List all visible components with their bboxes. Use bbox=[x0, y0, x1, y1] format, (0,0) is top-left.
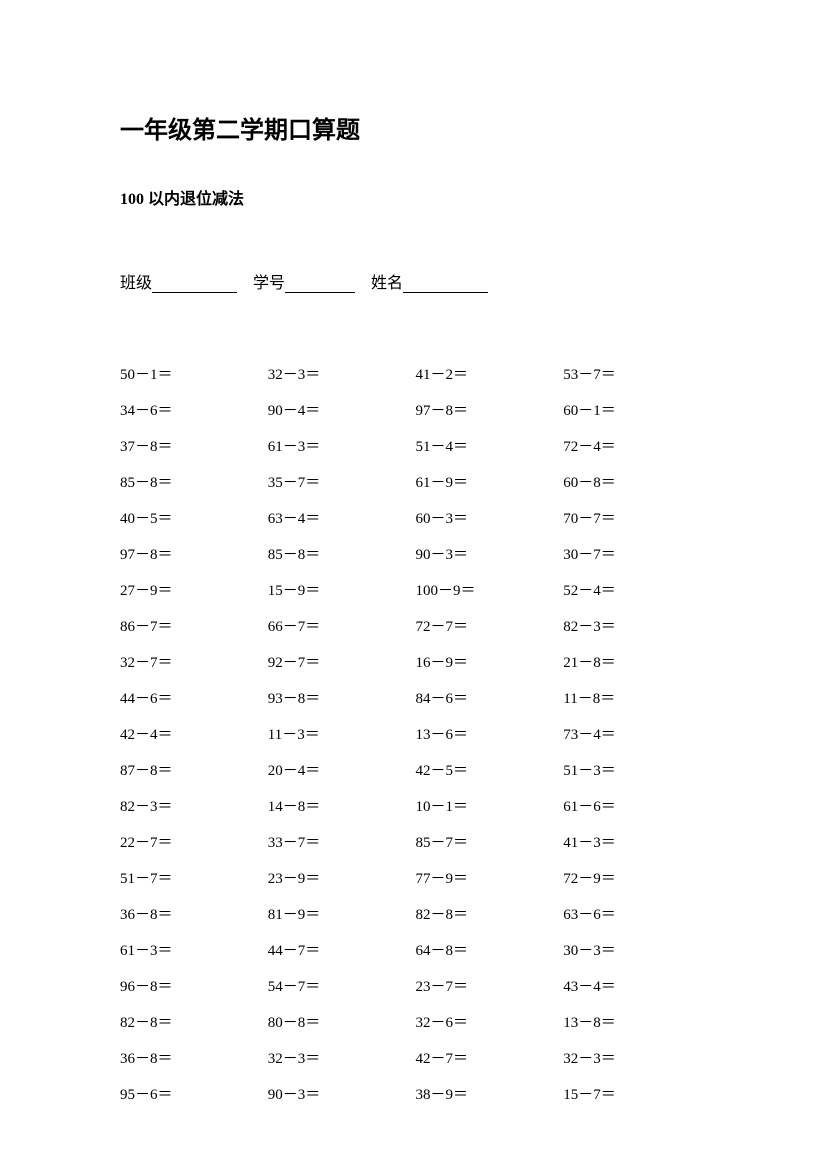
problem-item: 38－9＝ bbox=[416, 1083, 564, 1104]
problem-item: 30－3＝ bbox=[563, 939, 711, 960]
problem-item: 97－8＝ bbox=[416, 399, 564, 420]
problem-item: 63－6＝ bbox=[563, 903, 711, 924]
problem-item: 32－3＝ bbox=[268, 363, 416, 384]
problem-item: 90－3＝ bbox=[268, 1083, 416, 1104]
student-info-row: 班级 学号 姓名 bbox=[120, 269, 711, 293]
problem-item: 32－3＝ bbox=[563, 1047, 711, 1068]
problem-item: 37－8＝ bbox=[120, 435, 268, 456]
problem-item: 23－9＝ bbox=[268, 867, 416, 888]
problem-item: 32－6＝ bbox=[416, 1011, 564, 1032]
problem-item: 21－8＝ bbox=[563, 651, 711, 672]
problem-item: 41－2＝ bbox=[416, 363, 564, 384]
problem-item: 82－8＝ bbox=[416, 903, 564, 924]
problem-item: 42－5＝ bbox=[416, 759, 564, 780]
problem-item: 95－6＝ bbox=[120, 1083, 268, 1104]
name-blank bbox=[403, 277, 488, 293]
problem-item: 15－9＝ bbox=[268, 579, 416, 600]
problem-item: 53－7＝ bbox=[563, 363, 711, 384]
problem-item: 80－8＝ bbox=[268, 1011, 416, 1032]
problem-item: 90－3＝ bbox=[416, 543, 564, 564]
problem-item: 81－9＝ bbox=[268, 903, 416, 924]
problem-item: 50－1＝ bbox=[120, 363, 268, 384]
problem-item: 82－3＝ bbox=[563, 615, 711, 636]
problem-item: 70－7＝ bbox=[563, 507, 711, 528]
problem-item: 96－8＝ bbox=[120, 975, 268, 996]
problem-item: 61－3＝ bbox=[268, 435, 416, 456]
problem-item: 85－8＝ bbox=[120, 471, 268, 492]
problem-item: 61－9＝ bbox=[416, 471, 564, 492]
problem-item: 20－4＝ bbox=[268, 759, 416, 780]
problem-item: 60－8＝ bbox=[563, 471, 711, 492]
problem-item: 32－7＝ bbox=[120, 651, 268, 672]
problem-item: 51－7＝ bbox=[120, 867, 268, 888]
problem-item: 41－3＝ bbox=[563, 831, 711, 852]
problem-item: 51－3＝ bbox=[563, 759, 711, 780]
problem-item: 33－7＝ bbox=[268, 831, 416, 852]
problem-item: 52－4＝ bbox=[563, 579, 711, 600]
name-label: 姓名 bbox=[371, 275, 403, 292]
problem-item: 85－7＝ bbox=[416, 831, 564, 852]
problem-item: 16－9＝ bbox=[416, 651, 564, 672]
problem-item: 35－7＝ bbox=[268, 471, 416, 492]
problem-item: 92－7＝ bbox=[268, 651, 416, 672]
problem-item: 66－7＝ bbox=[268, 615, 416, 636]
problem-item: 63－4＝ bbox=[268, 507, 416, 528]
problem-item: 100－9＝ bbox=[416, 579, 564, 600]
problem-item: 77－9＝ bbox=[416, 867, 564, 888]
problem-item: 42－7＝ bbox=[416, 1047, 564, 1068]
problem-item: 82－3＝ bbox=[120, 795, 268, 816]
problem-item: 44－7＝ bbox=[268, 939, 416, 960]
problem-item: 97－8＝ bbox=[120, 543, 268, 564]
problem-item: 11－8＝ bbox=[563, 687, 711, 708]
problem-item: 36－8＝ bbox=[120, 903, 268, 924]
problem-item: 23－7＝ bbox=[416, 975, 564, 996]
problem-item: 36－8＝ bbox=[120, 1047, 268, 1068]
class-blank bbox=[152, 277, 237, 293]
problems-grid: 50－1＝32－3＝41－2＝53－7＝34－6＝90－4＝97－8＝60－1＝… bbox=[120, 363, 711, 1104]
problem-item: 72－4＝ bbox=[563, 435, 711, 456]
problem-item: 54－7＝ bbox=[268, 975, 416, 996]
problem-item: 22－7＝ bbox=[120, 831, 268, 852]
problem-item: 86－7＝ bbox=[120, 615, 268, 636]
problem-item: 40－5＝ bbox=[120, 507, 268, 528]
page-subtitle: 100 以内退位减法 bbox=[120, 185, 711, 209]
problem-item: 60－1＝ bbox=[563, 399, 711, 420]
problem-item: 14－8＝ bbox=[268, 795, 416, 816]
problem-item: 10－1＝ bbox=[416, 795, 564, 816]
problem-item: 27－9＝ bbox=[120, 579, 268, 600]
problem-item: 32－3＝ bbox=[268, 1047, 416, 1068]
problem-item: 85－8＝ bbox=[268, 543, 416, 564]
problem-item: 44－6＝ bbox=[120, 687, 268, 708]
problem-item: 60－3＝ bbox=[416, 507, 564, 528]
problem-item: 34－6＝ bbox=[120, 399, 268, 420]
problem-item: 11－3＝ bbox=[268, 723, 416, 744]
problem-item: 61－6＝ bbox=[563, 795, 711, 816]
problem-item: 72－7＝ bbox=[416, 615, 564, 636]
problem-item: 93－8＝ bbox=[268, 687, 416, 708]
problem-item: 43－4＝ bbox=[563, 975, 711, 996]
id-label: 学号 bbox=[253, 275, 285, 292]
class-label: 班级 bbox=[120, 275, 152, 292]
page-title: 一年级第二学期口算题 bbox=[120, 110, 711, 145]
problem-item: 64－8＝ bbox=[416, 939, 564, 960]
problem-item: 82－8＝ bbox=[120, 1011, 268, 1032]
problem-item: 90－4＝ bbox=[268, 399, 416, 420]
problem-item: 61－3＝ bbox=[120, 939, 268, 960]
problem-item: 72－9＝ bbox=[563, 867, 711, 888]
problem-item: 30－7＝ bbox=[563, 543, 711, 564]
problem-item: 13－6＝ bbox=[416, 723, 564, 744]
problem-item: 13－8＝ bbox=[563, 1011, 711, 1032]
problem-item: 15－7＝ bbox=[563, 1083, 711, 1104]
problem-item: 87－8＝ bbox=[120, 759, 268, 780]
problem-item: 73－4＝ bbox=[563, 723, 711, 744]
id-blank bbox=[285, 277, 355, 293]
problem-item: 84－6＝ bbox=[416, 687, 564, 708]
problem-item: 51－4＝ bbox=[416, 435, 564, 456]
problem-item: 42－4＝ bbox=[120, 723, 268, 744]
